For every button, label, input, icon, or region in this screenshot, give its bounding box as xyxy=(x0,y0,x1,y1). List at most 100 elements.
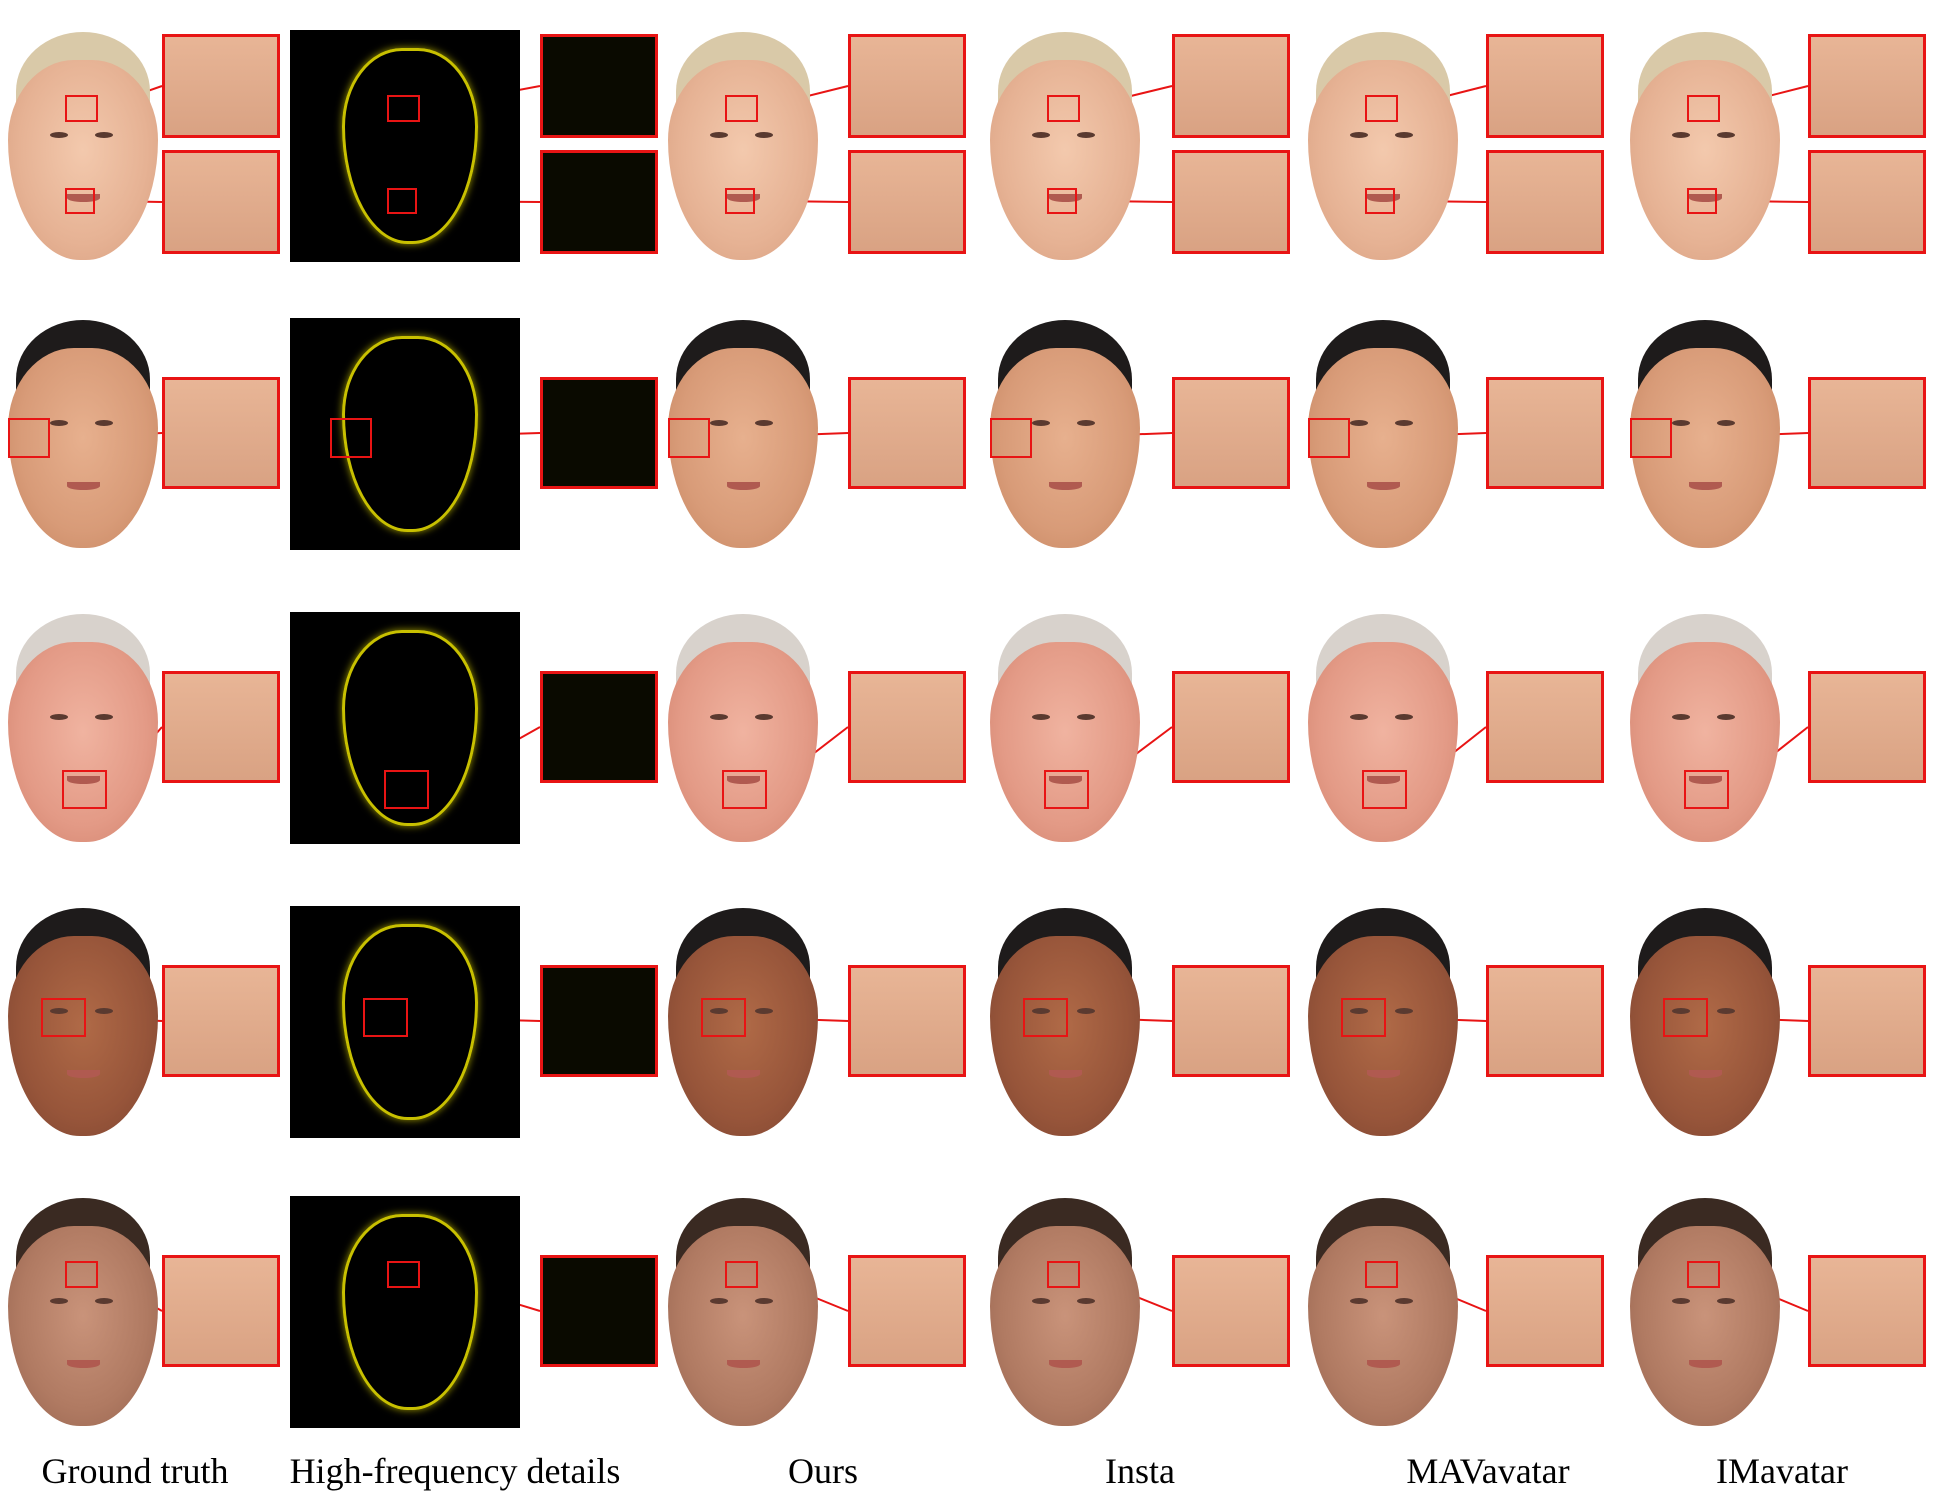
zoom-inset xyxy=(1172,150,1290,254)
roi-box xyxy=(1047,187,1077,214)
left-eye xyxy=(1672,1298,1690,1305)
left-eye xyxy=(1672,1008,1690,1015)
mouth xyxy=(1688,776,1722,784)
mouth xyxy=(1366,482,1400,490)
right-eye xyxy=(95,420,113,427)
mouth xyxy=(726,194,760,202)
face-render xyxy=(668,60,818,260)
zoom-inset xyxy=(1172,34,1290,138)
column-caption-insta: Insta xyxy=(1105,1451,1175,1491)
zoom-inset xyxy=(540,377,658,489)
mouth xyxy=(1688,1360,1722,1368)
face-render xyxy=(990,1226,1140,1426)
face-render xyxy=(668,1226,818,1426)
zoom-inset xyxy=(1808,965,1926,1077)
mouth xyxy=(66,194,100,202)
roi-box xyxy=(363,997,408,1038)
mouth xyxy=(1048,482,1082,490)
roi-box xyxy=(330,418,372,458)
roi-box xyxy=(1365,1261,1398,1288)
right-eye xyxy=(1077,714,1095,721)
zoom-inset xyxy=(162,671,280,783)
mouth xyxy=(726,1070,760,1078)
mouth xyxy=(66,482,100,490)
zoom-inset xyxy=(1486,671,1604,783)
hf-face-outline xyxy=(342,336,478,532)
face-render xyxy=(1308,1226,1458,1426)
face-render xyxy=(8,348,158,548)
zoom-inset xyxy=(540,34,658,138)
roi-box xyxy=(1341,997,1386,1038)
zoom-inset xyxy=(162,377,280,489)
roi-box xyxy=(1044,769,1089,810)
mouth xyxy=(1048,1360,1082,1368)
zoom-inset xyxy=(162,1255,280,1367)
face-render xyxy=(1630,60,1780,260)
left-eye xyxy=(50,714,68,721)
mouth xyxy=(726,482,760,490)
right-eye xyxy=(755,714,773,721)
face-render xyxy=(1630,642,1780,842)
zoom-inset xyxy=(1486,150,1604,254)
mouth xyxy=(1688,1070,1722,1078)
roi-box xyxy=(1047,1261,1080,1288)
hf-face-outline xyxy=(342,48,478,244)
left-eye xyxy=(1350,714,1368,721)
roi-box xyxy=(1023,997,1068,1038)
left-eye xyxy=(1350,1298,1368,1305)
zoom-inset xyxy=(1486,34,1604,138)
right-eye xyxy=(1395,714,1413,721)
zoom-inset xyxy=(1172,1255,1290,1367)
left-eye xyxy=(1350,132,1368,139)
left-eye xyxy=(710,714,728,721)
roi-box xyxy=(668,418,710,458)
roi-box xyxy=(990,418,1032,458)
mouth xyxy=(66,1360,100,1368)
face-render xyxy=(990,60,1140,260)
left-eye xyxy=(1032,420,1050,427)
face-render xyxy=(990,642,1140,842)
mouth xyxy=(1048,1070,1082,1078)
mouth xyxy=(1048,776,1082,784)
zoom-inset xyxy=(1808,34,1926,138)
roi-box xyxy=(725,95,758,122)
right-eye xyxy=(1717,132,1735,139)
right-eye xyxy=(1077,132,1095,139)
right-eye xyxy=(1717,714,1735,721)
zoom-inset xyxy=(540,965,658,1077)
zoom-inset xyxy=(1808,1255,1926,1367)
right-eye xyxy=(95,132,113,139)
right-eye xyxy=(1395,1298,1413,1305)
roi-box xyxy=(8,418,50,458)
right-eye xyxy=(1717,1298,1735,1305)
left-eye xyxy=(710,1008,728,1015)
mouth xyxy=(726,1360,760,1368)
right-eye xyxy=(1395,132,1413,139)
right-eye xyxy=(1395,420,1413,427)
face-render xyxy=(668,642,818,842)
mouth xyxy=(1366,776,1400,784)
left-eye xyxy=(1032,1298,1050,1305)
mouth xyxy=(1366,194,1400,202)
left-eye xyxy=(710,132,728,139)
left-eye xyxy=(1672,714,1690,721)
zoom-inset xyxy=(848,671,966,783)
face-render xyxy=(1630,348,1780,548)
mouth xyxy=(1688,194,1722,202)
left-eye xyxy=(1672,132,1690,139)
right-eye xyxy=(1077,1298,1095,1305)
zoom-inset xyxy=(1172,671,1290,783)
right-eye xyxy=(1077,420,1095,427)
left-eye xyxy=(1672,420,1690,427)
mouth xyxy=(726,776,760,784)
zoom-inset xyxy=(540,671,658,783)
left-eye xyxy=(710,420,728,427)
mouth xyxy=(1366,1360,1400,1368)
right-eye xyxy=(95,1298,113,1305)
zoom-inset xyxy=(848,1255,966,1367)
right-eye xyxy=(755,420,773,427)
roi-box xyxy=(387,1261,420,1288)
face-render xyxy=(1308,60,1458,260)
right-eye xyxy=(95,714,113,721)
right-eye xyxy=(1077,1008,1095,1015)
